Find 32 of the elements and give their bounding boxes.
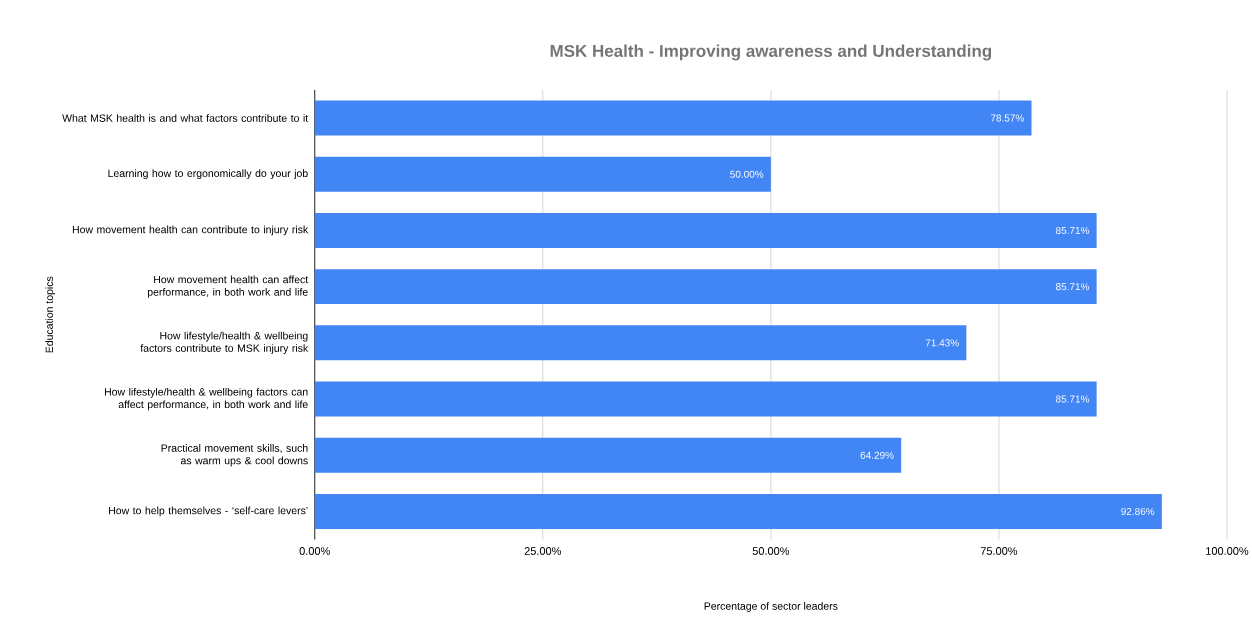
- data-label: 85.71%: [1055, 226, 1090, 234]
- x-axis-title: Percentage of sector leaders: [704, 601, 838, 612]
- data-label: 64.29%: [860, 451, 894, 459]
- y-tick-label: Practical movement skills, such as warm ups & cool downs: [161, 443, 308, 467]
- data-label: 78.57%: [990, 114, 1024, 122]
- bar: [314, 437, 902, 473]
- x-tick-label: 75.00%: [980, 546, 1018, 555]
- y-tick-label: How lifestyle/health & wellbeing factors can affect performance, in both work and life: [104, 387, 308, 410]
- y-tick-label: What MSK health is and what factors contribute to it: [62, 113, 309, 122]
- x-tick-label: 25.00%: [524, 546, 562, 555]
- data-label: 85.71%: [1055, 282, 1090, 290]
- bar: [314, 381, 1097, 417]
- x-tick-label: 0.00%: [299, 546, 330, 555]
- data-label: 85.71%: [1055, 395, 1090, 403]
- bar: [314, 212, 1097, 248]
- chart-title: MSK Health - Improving awareness and Understanding: [550, 44, 992, 61]
- y-tick-label: How movement health can affect performance, in both work and life: [147, 275, 309, 298]
- x-tick-label: 100.00%: [1206, 546, 1249, 555]
- x-tick-label: 50.00%: [752, 546, 790, 555]
- y-axis-title: Education topics: [45, 276, 56, 353]
- y-tick-label: How lifestyle/health & wellbeing factors contribute to MSK injury risk: [140, 331, 309, 354]
- bar: [314, 325, 967, 361]
- data-label: 71.43%: [925, 339, 959, 347]
- y-tick-label: How to help themselves - ‘self-care levers’: [109, 506, 308, 517]
- data-label: 92.86%: [1121, 507, 1155, 515]
- bar: [314, 268, 1097, 304]
- bar: [314, 100, 1032, 136]
- data-label: 50.00%: [730, 170, 764, 178]
- bar: [314, 493, 1162, 529]
- y-tick-label: How movement health can contribute to injury risk: [72, 225, 309, 236]
- y-tick-label: Learning how to ergonomically do your job: [108, 169, 308, 179]
- bar: [314, 156, 771, 192]
